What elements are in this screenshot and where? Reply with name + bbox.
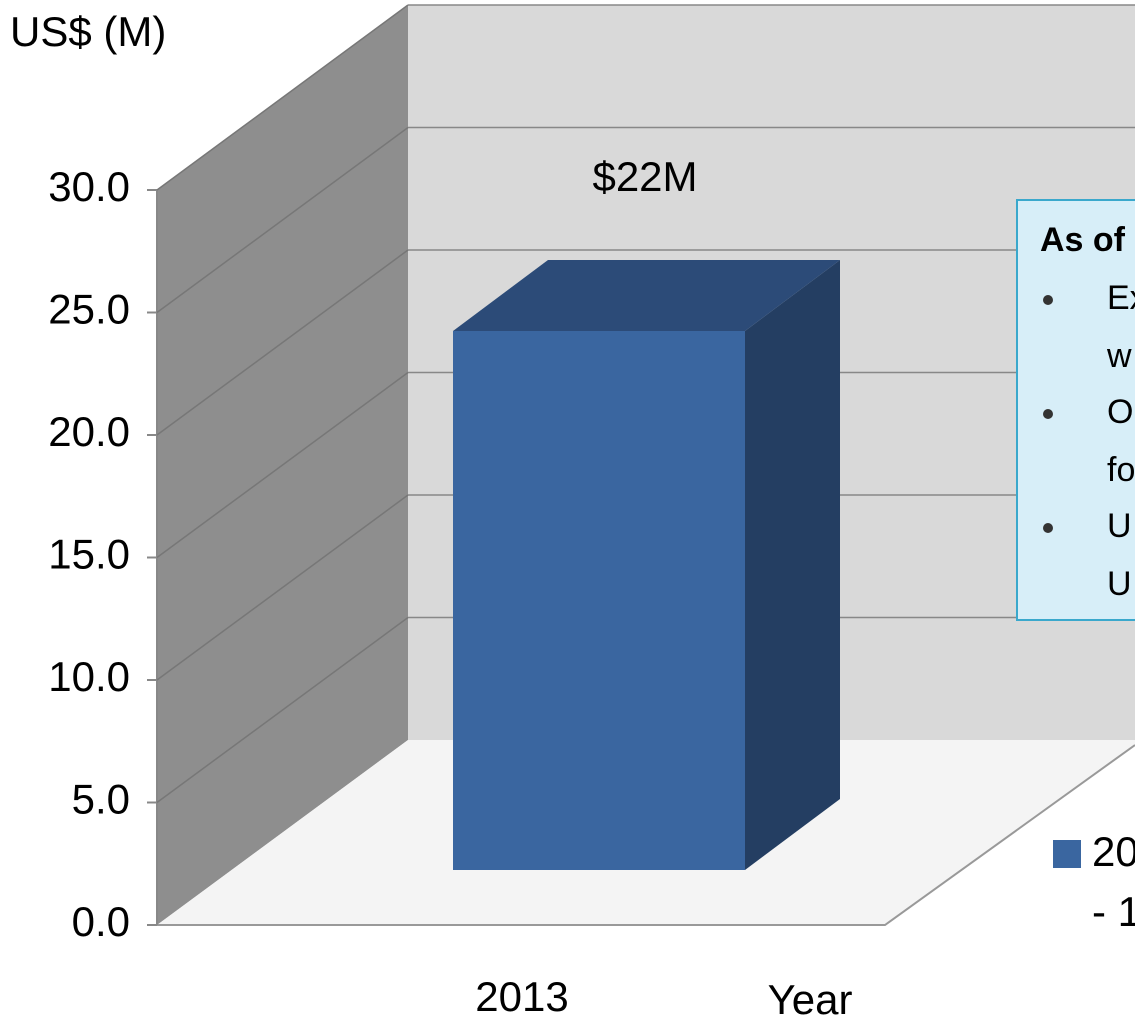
data-label: $22M: [592, 153, 697, 200]
y-tick-label: 20.0: [48, 408, 130, 455]
legend: 20 - 1: [1053, 828, 1135, 935]
floor-edge: [157, 744, 1135, 926]
bullet-dot: [1043, 523, 1053, 533]
bar-top: [453, 260, 840, 331]
annotation-heading: As of: [1040, 221, 1126, 259]
y-tick-label: 15.0: [48, 531, 130, 578]
annotation-text: O: [1107, 393, 1133, 431]
annotation-box: [1016, 199, 1135, 621]
y-tick-label: 10.0: [48, 653, 130, 700]
annotation-text: Ex: [1107, 279, 1135, 317]
grid-line: [156, 494, 409, 681]
bar-side: [745, 260, 840, 870]
y-tick-label: 0.0: [72, 898, 130, 945]
bar-front: [453, 331, 745, 870]
grid-line: [156, 616, 409, 804]
grid-line: [156, 371, 409, 559]
x-axis-label: Year: [768, 976, 853, 1023]
annotation-text: U: [1107, 565, 1132, 603]
x-tick-label: 2013: [475, 973, 568, 1020]
legend-label: 20: [1092, 828, 1135, 875]
bar: [453, 260, 840, 870]
legend-label: - 1: [1092, 888, 1135, 935]
bullet-dot: [1043, 295, 1053, 305]
y-tick-label: 30.0: [48, 163, 130, 210]
y-tick-label: 25.0: [48, 286, 130, 333]
grid-line: [156, 249, 409, 436]
y-tick-label: 5.0: [72, 776, 130, 823]
grid-line: [156, 4, 409, 191]
bars: [453, 260, 840, 870]
annotation-text: fo: [1107, 451, 1135, 489]
annotation-text: U: [1107, 507, 1132, 545]
bullet-dot: [1043, 409, 1053, 419]
legend-swatch: [1053, 840, 1081, 868]
annotation-text: w: [1106, 337, 1132, 375]
y-axis-label: US$ (M): [10, 8, 166, 55]
grid-line: [156, 126, 409, 314]
